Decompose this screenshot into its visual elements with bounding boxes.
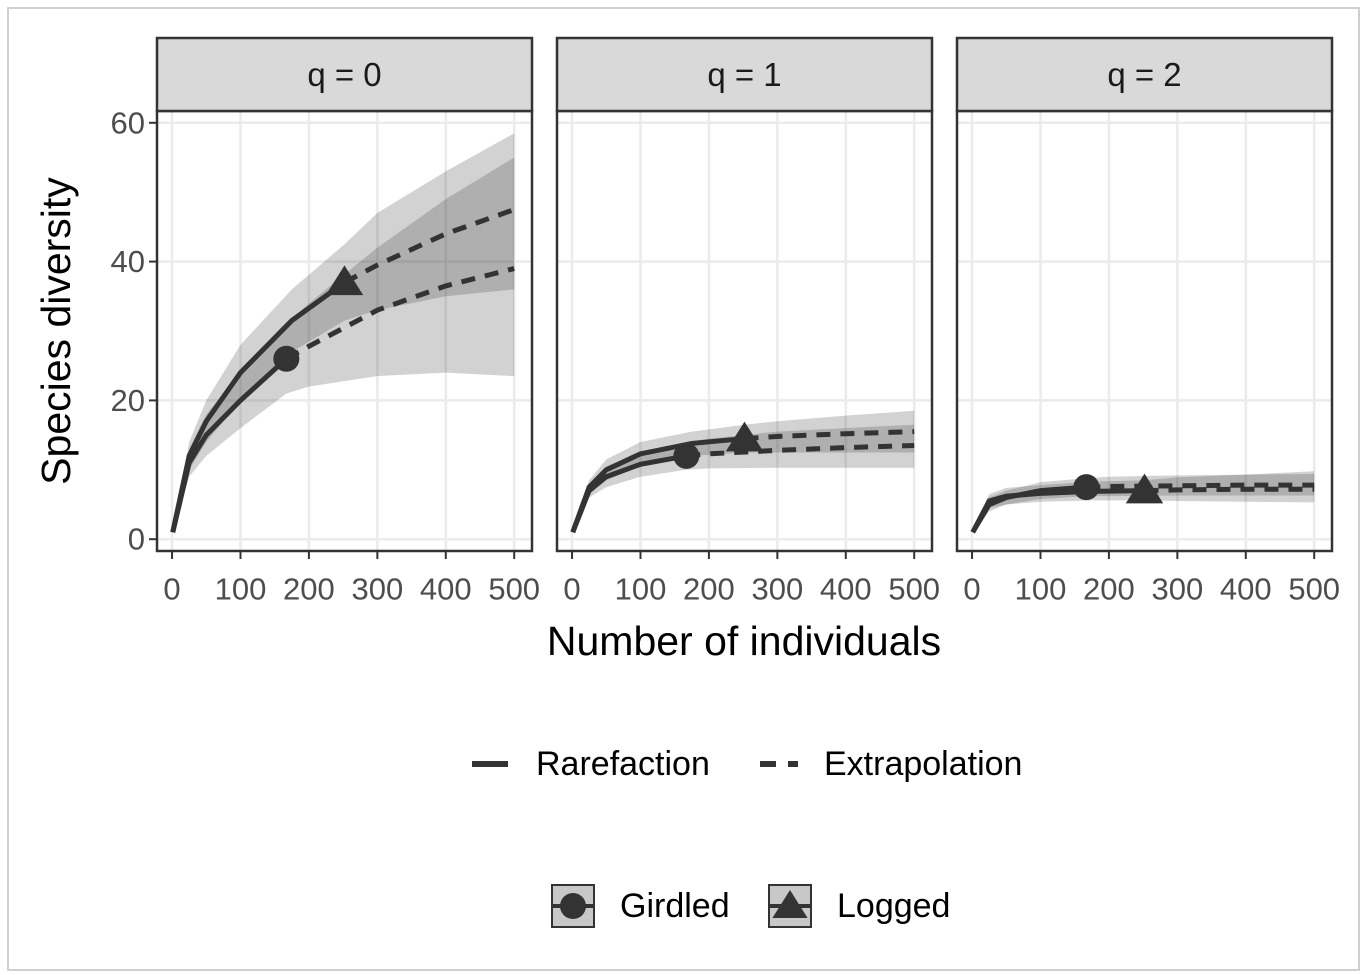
panel-background — [157, 111, 532, 551]
legend-label: Rarefaction — [536, 745, 710, 783]
extrapolation-line — [343, 207, 516, 285]
confidence-band — [572, 410, 915, 533]
x-tick-label: 100 — [215, 572, 267, 607]
x-tick-label: 200 — [283, 572, 335, 607]
x-tick-label: 400 — [820, 572, 872, 607]
x-tick-label: 300 — [1151, 572, 1203, 607]
y-tick-label: 40 — [111, 244, 145, 279]
rarefaction-line — [970, 488, 1145, 534]
rarefaction-line — [170, 280, 346, 533]
x-tick-label: 300 — [351, 572, 403, 607]
confidence-band — [172, 157, 515, 533]
legend-symbol — [772, 890, 808, 918]
x-tick-label: 0 — [163, 572, 180, 607]
y-tick-label: 20 — [111, 383, 145, 418]
observed-point — [273, 345, 300, 372]
extrapolation-line — [285, 266, 515, 361]
x-axis-title: Number of individuals — [547, 618, 941, 664]
strip-label: q = 0 — [307, 56, 381, 93]
legend-label: Extrapolation — [824, 745, 1022, 783]
x-tick-label: 500 — [1288, 572, 1340, 607]
observed-point — [1073, 474, 1100, 501]
strip-label: q = 2 — [1107, 56, 1181, 93]
legend-symbol — [560, 893, 586, 919]
confidence-band — [172, 133, 515, 533]
x-tick-label: 100 — [1015, 572, 1067, 607]
extrapolation-line — [1144, 486, 1315, 494]
strip — [955, 36, 1334, 113]
observed-point — [673, 442, 700, 469]
strip-label: q = 1 — [707, 56, 781, 93]
observed-point — [1125, 473, 1164, 504]
x-tick-label: 400 — [420, 572, 472, 607]
strip — [155, 36, 534, 113]
y-tick-label: 0 — [128, 522, 145, 557]
y-tick-label: 60 — [111, 105, 145, 140]
confidence-band — [972, 471, 1315, 533]
x-tick-label: 100 — [615, 572, 667, 607]
strip — [555, 36, 934, 113]
x-tick-label: 0 — [563, 572, 580, 607]
legend-label: Logged — [837, 887, 950, 925]
legend-label: Girdled — [620, 887, 730, 925]
x-tick-label: 200 — [1083, 572, 1135, 607]
panel-background — [557, 111, 932, 551]
x-tick-label: 400 — [1220, 572, 1272, 607]
x-tick-label: 0 — [963, 572, 980, 607]
observed-point — [325, 265, 364, 296]
rarefaction-line — [570, 436, 745, 534]
x-tick-label: 300 — [751, 572, 803, 607]
observed-point — [725, 421, 764, 452]
x-tick-label: 500 — [888, 572, 940, 607]
x-tick-label: 200 — [683, 572, 735, 607]
x-tick-label: 500 — [488, 572, 540, 607]
y-axis-title: Species diversity — [33, 177, 79, 485]
